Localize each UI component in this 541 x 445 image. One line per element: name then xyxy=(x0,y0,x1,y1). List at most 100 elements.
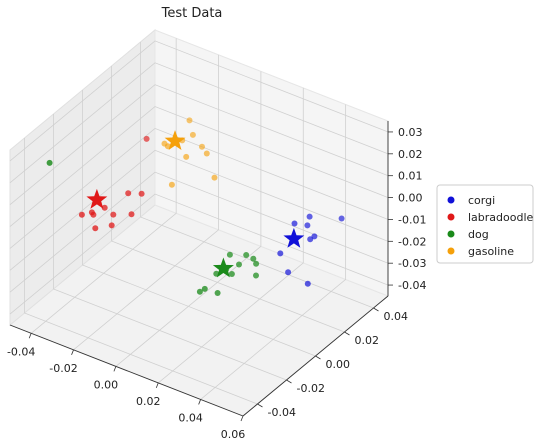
centroid-star-labradoodle xyxy=(86,188,108,209)
z-tick-label: -0.01 xyxy=(398,213,426,226)
point-dog xyxy=(253,272,259,279)
z-tick-label: 0.02 xyxy=(398,148,423,161)
point-dog xyxy=(201,285,208,292)
point-dog xyxy=(243,252,250,258)
point-gasoline xyxy=(199,143,205,150)
grid-line-x xyxy=(30,38,177,334)
point-labradoodle xyxy=(108,222,115,229)
y-tick-label: -0.04 xyxy=(268,406,296,419)
x-tick-label: 0.00 xyxy=(94,378,119,391)
axes-3d: -0.04 -0.02 0.00 0.02 0.04 0.06 -0.04 -0.02 0.00… xyxy=(7,28,426,441)
point-corgi xyxy=(277,250,284,257)
data-points xyxy=(46,117,345,296)
grid-line-y xyxy=(111,66,345,333)
point-gasoline xyxy=(189,131,196,138)
centroid-star-corgi xyxy=(283,227,305,248)
x-tick xyxy=(198,399,202,405)
x-tick xyxy=(155,382,159,389)
point-corgi xyxy=(291,220,298,227)
point-labradoodle xyxy=(110,211,117,218)
grid-line-z xyxy=(9,106,389,227)
grid-line-y xyxy=(24,138,258,405)
grid-line-z xyxy=(9,149,389,271)
z-tick-label: -0.04 xyxy=(398,279,426,292)
grid-line-z xyxy=(9,193,389,315)
point-gasoline xyxy=(186,117,193,124)
point-dog xyxy=(253,260,260,267)
x-tick-label: 0.04 xyxy=(178,411,203,424)
z-tick-label: -0.03 xyxy=(398,257,426,270)
legend-marker-labradoodle xyxy=(447,213,455,221)
point-labradoodle xyxy=(143,135,150,142)
x-tick-label: -0.02 xyxy=(49,362,77,375)
point-corgi xyxy=(285,269,292,276)
legend-marker-corgi xyxy=(447,196,455,204)
x-tick-label: 0.06 xyxy=(221,428,246,441)
grid-line-z xyxy=(9,40,389,162)
point-labradoodle xyxy=(78,211,85,218)
point-gasoline xyxy=(161,140,168,147)
y-tick-label: 0.04 xyxy=(384,310,409,323)
z-tick-label: 0.03 xyxy=(398,126,423,139)
point-corgi xyxy=(311,233,318,240)
point-dog xyxy=(46,159,53,166)
x-tick xyxy=(240,415,244,422)
grid-line-y xyxy=(53,114,287,381)
point-gasoline xyxy=(203,150,210,157)
point-dog xyxy=(226,251,233,258)
point-gasoline xyxy=(183,153,190,160)
point-gasoline xyxy=(168,181,175,188)
point-corgi xyxy=(306,213,313,220)
point-labradoodle xyxy=(138,190,145,197)
z-tick-label: 0.00 xyxy=(398,192,423,205)
z-tick-label: -0.02 xyxy=(398,235,426,248)
y-tick xyxy=(286,379,292,384)
point-dog xyxy=(250,255,257,262)
chart-title: Test Data xyxy=(161,6,223,21)
y-tick xyxy=(257,403,263,408)
grid-line-x xyxy=(158,87,304,384)
point-labradoodle xyxy=(125,190,132,197)
point-dog xyxy=(236,261,242,268)
legend-frame xyxy=(436,184,534,264)
grid-line-x xyxy=(200,104,347,400)
grid-line-z xyxy=(9,62,389,184)
point-labradoodle xyxy=(128,211,135,218)
x-tick xyxy=(71,349,74,355)
point-corgi xyxy=(338,215,345,222)
x-tick xyxy=(28,333,32,339)
grid-line-z xyxy=(9,84,389,205)
point-labradoodle xyxy=(101,204,108,211)
legend-marker-gasoline xyxy=(447,247,455,255)
point-dog xyxy=(214,290,221,296)
legend-label-labradoodle: labradoodle xyxy=(468,211,534,224)
centroid-star-gasoline xyxy=(164,130,186,150)
x-tick-label: -0.04 xyxy=(7,345,35,358)
point-dog xyxy=(196,288,203,295)
y-tick-label: 0.00 xyxy=(326,358,351,371)
legend-label-dog: dog xyxy=(468,228,489,241)
legend-marker-dog xyxy=(447,230,455,238)
grid-line-x xyxy=(115,71,262,367)
grid-line-y xyxy=(82,90,316,357)
point-labradoodle xyxy=(92,225,99,232)
x-tick xyxy=(113,366,117,372)
legend: corgi labradoodle dog gasoline xyxy=(436,184,534,264)
grid-line-z xyxy=(9,127,389,249)
grid-line-y xyxy=(140,42,374,309)
grid-line-x xyxy=(73,54,219,351)
legend-label-corgi: corgi xyxy=(468,194,495,207)
point-labradoodle xyxy=(88,209,95,216)
y-tick xyxy=(373,307,379,312)
y-tick xyxy=(315,355,321,360)
x-tick-label: 0.02 xyxy=(136,395,161,408)
point-dog xyxy=(228,271,235,277)
point-gasoline xyxy=(211,174,218,181)
centroid-star-dog xyxy=(212,257,234,278)
x-axis-line xyxy=(9,324,244,417)
y-tick-label: 0.02 xyxy=(355,334,380,347)
grid-line-z xyxy=(9,171,389,293)
point-corgi xyxy=(304,280,311,287)
